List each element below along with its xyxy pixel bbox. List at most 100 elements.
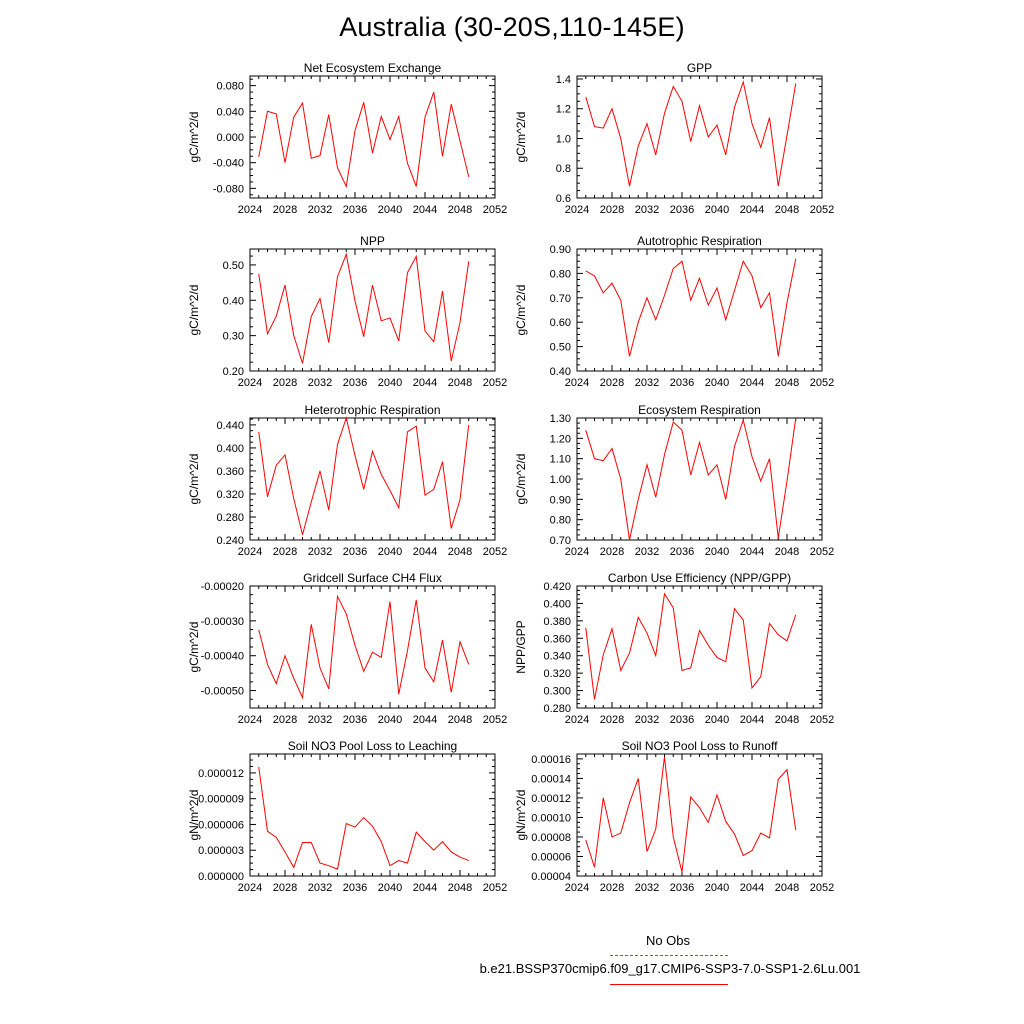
x-tick-label: 2048 — [775, 882, 799, 894]
y-tick-label: 0.300 — [543, 686, 571, 698]
y-tick-label: 0.30 — [223, 331, 244, 343]
x-tick-label: 2032 — [635, 882, 659, 894]
y-tick-label: 0.70 — [550, 535, 571, 547]
x-tick-label: 2040 — [378, 714, 402, 726]
y-tick-label: 1.30 — [550, 413, 571, 425]
y-tick-label: 1.0 — [556, 133, 571, 145]
x-tick-label: 2032 — [308, 377, 332, 389]
x-tick-label: 2052 — [483, 204, 507, 216]
plot-frame — [249, 248, 496, 372]
x-tick-label: 2028 — [273, 204, 297, 216]
x-tick-label: 2036 — [343, 204, 367, 216]
y-tick-label: 0.360 — [543, 633, 571, 645]
y-axis-label: gC/m^2/d — [514, 112, 528, 163]
x-tick-label: 2024 — [238, 714, 262, 726]
y-axis-label: gC/m^2/d — [514, 285, 528, 336]
y-tick-label: 1.2 — [556, 104, 571, 116]
panel-6: Ecosystem Respiration gC/m^2/d 2024 2028 203… — [514, 403, 834, 558]
x-tick-label: 2036 — [343, 714, 367, 726]
panel-title: Carbon Use Efficiency (NPP/GPP) — [608, 571, 791, 585]
x-tick-label: 2052 — [810, 204, 834, 216]
x-tick-label: 2040 — [705, 546, 729, 558]
y-axis-label: gC/m^2/d — [187, 285, 201, 336]
x-tick-label: 2036 — [670, 204, 694, 216]
x-tick-label: 2040 — [378, 546, 402, 558]
series-line — [585, 592, 797, 700]
y-tick-label: 0.400 — [216, 443, 244, 455]
y-tick-label: 0.240 — [216, 535, 244, 547]
y-tick-label: 0.380 — [543, 616, 571, 628]
x-tick-label: 2040 — [705, 714, 729, 726]
y-tick-label: 0.60 — [550, 317, 571, 329]
x-tick-label: 2036 — [670, 714, 694, 726]
series-line — [585, 756, 797, 873]
y-tick-label: 0.000000 — [198, 871, 244, 883]
panel-title: NPP — [360, 234, 385, 248]
y-axis-label: gC/m^2/d — [187, 112, 201, 163]
x-tick-label: 2052 — [483, 714, 507, 726]
x-tick-label: 2048 — [448, 546, 472, 558]
x-tick-label: 2028 — [273, 546, 297, 558]
y-tick-label: 0.280 — [216, 512, 244, 524]
panel-10: Soil NO3 Pool Loss to Runoff gN/m^2/d 2024… — [514, 739, 834, 894]
y-tick-label: 0.000003 — [198, 845, 244, 857]
x-tick-label: 2040 — [378, 882, 402, 894]
plot-frame — [249, 75, 496, 199]
x-tick-label: 2048 — [448, 377, 472, 389]
x-tick-label: 2032 — [308, 882, 332, 894]
x-tick-label: 2044 — [740, 204, 764, 216]
x-tick-label: 2048 — [775, 377, 799, 389]
y-axis-label: gC/m^2/d — [187, 454, 201, 505]
y-tick-label: -0.00030 — [201, 616, 244, 628]
y-tick-label: 0.000009 — [198, 794, 244, 806]
y-tick-label: 0.8 — [556, 163, 571, 175]
panel-3: NPP gC/m^2/d 2024 2028 2032 2036 2040 2044 2048 2… — [187, 234, 507, 389]
y-tick-label: 0.080 — [216, 81, 244, 93]
y-tick-label: -0.00050 — [201, 686, 244, 698]
y-tick-label: 0.320 — [216, 489, 244, 501]
y-tick-label: 0.000006 — [198, 819, 244, 831]
y-tick-label: 0.440 — [216, 420, 244, 432]
x-tick-label: 2028 — [273, 882, 297, 894]
y-tick-label: 0.70 — [550, 293, 571, 305]
x-tick-label: 2032 — [308, 714, 332, 726]
y-tick-label: -0.00020 — [201, 581, 244, 593]
x-tick-label: 2032 — [635, 377, 659, 389]
x-tick-label: 2032 — [308, 204, 332, 216]
x-tick-label: 2024 — [238, 377, 262, 389]
y-axis-label: gC/m^2/d — [187, 622, 201, 673]
x-tick-label: 2052 — [483, 882, 507, 894]
series-line — [258, 766, 469, 870]
series-line — [585, 417, 797, 541]
plot-frame — [249, 753, 496, 877]
panel-title: Gridcell Surface CH4 Flux — [303, 571, 442, 585]
x-tick-label: 2052 — [810, 714, 834, 726]
x-tick-label: 2036 — [670, 882, 694, 894]
y-tick-label: 0.00008 — [531, 832, 571, 844]
plot-frame — [576, 585, 823, 709]
x-tick-label: 2044 — [740, 546, 764, 558]
y-tick-label: 1.00 — [550, 474, 571, 486]
y-tick-label: 0.00014 — [531, 773, 571, 785]
y-tick-label: 0.400 — [543, 598, 571, 610]
x-tick-label: 2028 — [600, 204, 624, 216]
panel-4: Autotrophic Respiration gC/m^2/d 2024 2028 2… — [514, 234, 834, 389]
y-tick-label: 0.90 — [550, 494, 571, 506]
panel-7: Gridcell Surface CH4 Flux gC/m^2/d 2024 202… — [187, 571, 507, 726]
y-tick-label: -0.00040 — [201, 651, 244, 663]
y-tick-label: 0.80 — [550, 268, 571, 280]
panel-1: Net Ecosystem Exchange gC/m^2/d 2024 2028 20… — [187, 61, 507, 216]
x-tick-label: 2052 — [483, 546, 507, 558]
x-tick-label: 2052 — [483, 377, 507, 389]
y-tick-label: 0.00004 — [531, 871, 571, 883]
x-tick-label: 2032 — [635, 546, 659, 558]
x-tick-label: 2036 — [343, 546, 367, 558]
x-tick-label: 2036 — [670, 546, 694, 558]
x-tick-label: 2052 — [810, 882, 834, 894]
x-tick-label: 2032 — [635, 714, 659, 726]
y-tick-label: -0.040 — [213, 158, 244, 170]
x-tick-label: 2044 — [413, 546, 437, 558]
x-tick-label: 2040 — [705, 377, 729, 389]
y-axis-label: NPP/GPP — [514, 620, 528, 673]
